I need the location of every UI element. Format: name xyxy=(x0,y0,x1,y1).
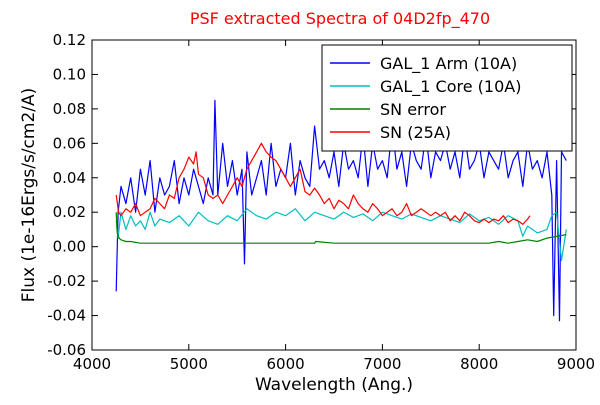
y-tick-label: 0.10 xyxy=(53,65,86,83)
legend-label-3: SN (25A) xyxy=(380,123,451,142)
legend-label-2: SN error xyxy=(380,100,446,119)
y-tick-label: 0.02 xyxy=(53,203,86,221)
x-tick-label: 4000 xyxy=(73,355,111,373)
series-line-0 xyxy=(115,99,567,322)
y-tick-label: 0.04 xyxy=(53,169,86,187)
x-tick-label: 7000 xyxy=(363,355,401,373)
x-axis-label: Wavelength (Ang.) xyxy=(255,375,413,395)
y-tick-label: -0.04 xyxy=(47,307,86,325)
chart-title: PSF extracted Spectra of 04D2fp_470 xyxy=(190,9,490,29)
legend: GAL_1 Arm (10A) GAL_1 Core (10A) SN error S… xyxy=(321,44,573,152)
y-tick-label: 0.06 xyxy=(53,134,86,152)
x-tick-label: 5000 xyxy=(170,355,208,373)
plot-frame xyxy=(91,39,577,351)
y-tick-label: 0.00 xyxy=(53,238,86,256)
legend-label-1: GAL_1 Core (10A) xyxy=(380,77,521,97)
x-tick-label: 6000 xyxy=(267,355,305,373)
series-line-2 xyxy=(115,212,567,244)
axis-ticks: 4000 5000 6000 7000 8000 9000 -0.06 -0.04 -0.02 0… xyxy=(47,31,595,373)
y-tick-label: 0.08 xyxy=(53,100,86,118)
plot-area xyxy=(115,99,567,322)
y-tick-label: -0.02 xyxy=(47,272,86,290)
legend-label-0: GAL_1 Arm (10A) xyxy=(380,54,517,74)
x-tick-label: 8000 xyxy=(460,355,498,373)
y-tick-label: -0.06 xyxy=(47,341,86,359)
series-line-3 xyxy=(115,142,531,225)
series-line-1 xyxy=(115,208,567,261)
x-tick-label: 9000 xyxy=(557,355,595,373)
y-axis-label: Flux (1e-16Ergs/s/cm2/A) xyxy=(19,88,39,303)
y-tick-label: 0.12 xyxy=(53,31,86,49)
